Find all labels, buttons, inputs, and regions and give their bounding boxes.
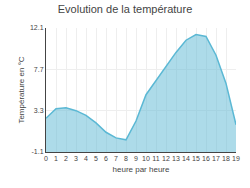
svg-text:3: 3 bbox=[74, 155, 78, 162]
svg-text:12: 12 bbox=[162, 155, 170, 162]
svg-text:9: 9 bbox=[134, 155, 138, 162]
svg-text:4: 4 bbox=[84, 155, 88, 162]
svg-text:7: 7 bbox=[114, 155, 118, 162]
svg-text:Evolution de la température: Evolution de la température bbox=[58, 3, 193, 15]
svg-text:-1.1: -1.1 bbox=[32, 148, 44, 155]
svg-text:3.3: 3.3 bbox=[34, 107, 44, 114]
svg-text:18: 18 bbox=[222, 155, 230, 162]
svg-text:0: 0 bbox=[44, 155, 48, 162]
svg-text:14: 14 bbox=[182, 155, 190, 162]
svg-text:19: 19 bbox=[232, 155, 240, 162]
svg-text:2: 2 bbox=[64, 155, 68, 162]
svg-text:13: 13 bbox=[172, 155, 180, 162]
svg-text:12.1: 12.1 bbox=[30, 24, 44, 31]
svg-text:7.7: 7.7 bbox=[34, 66, 44, 73]
svg-text:heure par heure: heure par heure bbox=[113, 165, 170, 174]
svg-text:6: 6 bbox=[104, 155, 108, 162]
svg-text:8: 8 bbox=[124, 155, 128, 162]
svg-text:16: 16 bbox=[202, 155, 210, 162]
svg-text:Température en °C: Température en °C bbox=[17, 56, 26, 123]
svg-text:11: 11 bbox=[152, 155, 159, 162]
svg-text:10: 10 bbox=[142, 155, 150, 162]
svg-text:15: 15 bbox=[192, 155, 200, 162]
svg-text:17: 17 bbox=[212, 155, 220, 162]
svg-text:1: 1 bbox=[54, 155, 58, 162]
svg-text:5: 5 bbox=[94, 155, 98, 162]
